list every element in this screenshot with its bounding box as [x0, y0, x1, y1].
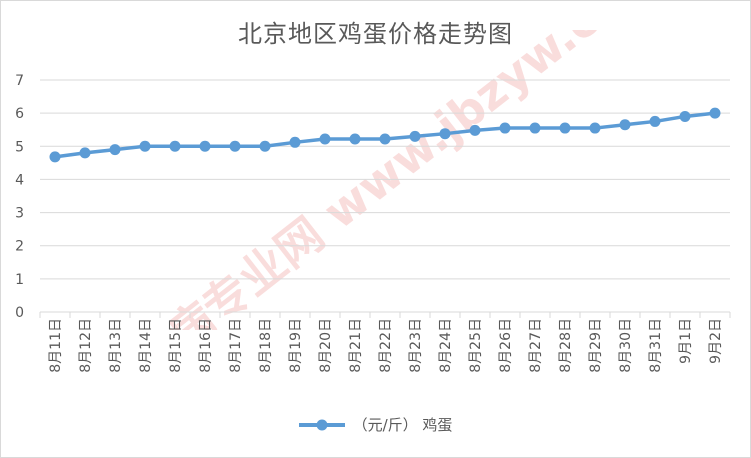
- x-tick-label: 8月24日: [438, 318, 454, 373]
- data-point: [139, 140, 151, 152]
- data-point: [169, 140, 181, 152]
- y-tick-label: 3: [15, 206, 24, 222]
- x-tick-label: 8月27日: [528, 318, 544, 373]
- x-tick-label: 8月19日: [288, 318, 304, 373]
- data-point: [199, 140, 211, 152]
- x-tick-label: 8月20日: [318, 318, 334, 373]
- data-point: [229, 140, 241, 152]
- x-tick-label: 8月22日: [378, 318, 394, 373]
- data-point: [49, 151, 61, 163]
- data-point: [439, 128, 451, 140]
- x-tick-label: 8月31日: [648, 318, 664, 373]
- data-point: [649, 115, 661, 127]
- y-tick-label: 7: [15, 73, 24, 89]
- x-tick-label: 8月26日: [498, 318, 514, 373]
- x-tick-label: 8月30日: [618, 318, 634, 373]
- data-point: [619, 119, 631, 131]
- x-tick-label: 8月15日: [168, 318, 184, 373]
- gridlines: [40, 79, 730, 313]
- y-axis-ticks: 0 1 2 3 4 5 6 7: [15, 73, 24, 321]
- data-point: [709, 107, 721, 119]
- data-point: [319, 133, 331, 145]
- x-tick-label: 8月13日: [108, 318, 124, 373]
- x-tick-label: 8月17日: [228, 318, 244, 373]
- y-tick-label: 6: [15, 106, 24, 122]
- y-tick-label: 4: [15, 172, 24, 188]
- data-point: [109, 144, 121, 156]
- x-tick-label: 9月1日: [678, 318, 694, 364]
- x-tick-label: 8月14日: [138, 318, 154, 373]
- data-point: [499, 122, 511, 134]
- data-point: [469, 124, 481, 136]
- data-point: [79, 147, 91, 159]
- series: [49, 107, 721, 163]
- x-tick-label: 8月16日: [198, 318, 214, 373]
- x-tick-label: 9月2日: [708, 318, 724, 364]
- data-point: [679, 110, 691, 122]
- x-tick-label: 8月25日: [468, 318, 484, 373]
- y-tick-label: 5: [15, 139, 24, 155]
- data-point: [559, 122, 571, 134]
- y-tick-label: 1: [15, 272, 24, 288]
- x-tick-label: 8月12日: [78, 318, 94, 373]
- x-tick-label: 8月21日: [348, 318, 364, 373]
- legend-marker-icon: [298, 419, 345, 430]
- data-point: [289, 136, 301, 148]
- y-tick-label: 0: [15, 305, 24, 321]
- x-tick-label: 8月11日: [48, 318, 64, 373]
- x-tick-label: 8月18日: [258, 318, 274, 373]
- legend: （元/斤） 鸡蛋: [0, 414, 751, 435]
- chart-title: 北京地区鸡蛋价格走势图: [238, 20, 513, 48]
- data-point: [409, 130, 421, 142]
- data-point: [259, 140, 271, 152]
- x-tick-label: 8月28日: [558, 318, 574, 373]
- x-tick-label: 8月23日: [408, 318, 424, 373]
- y-tick-label: 2: [15, 239, 24, 255]
- data-point: [349, 133, 361, 145]
- legend-label: （元/斤） 鸡蛋: [352, 416, 453, 434]
- x-tick-label: 8月29日: [588, 318, 604, 373]
- data-point: [529, 122, 541, 134]
- data-point: [589, 122, 601, 134]
- data-point: [379, 133, 391, 145]
- x-axis-labels: 8月11日 8月12日 8月13日 8月14日 8月15日 8月16日 8月17日 8月18日…: [48, 318, 724, 373]
- x-axis-ticks: [39, 312, 731, 318]
